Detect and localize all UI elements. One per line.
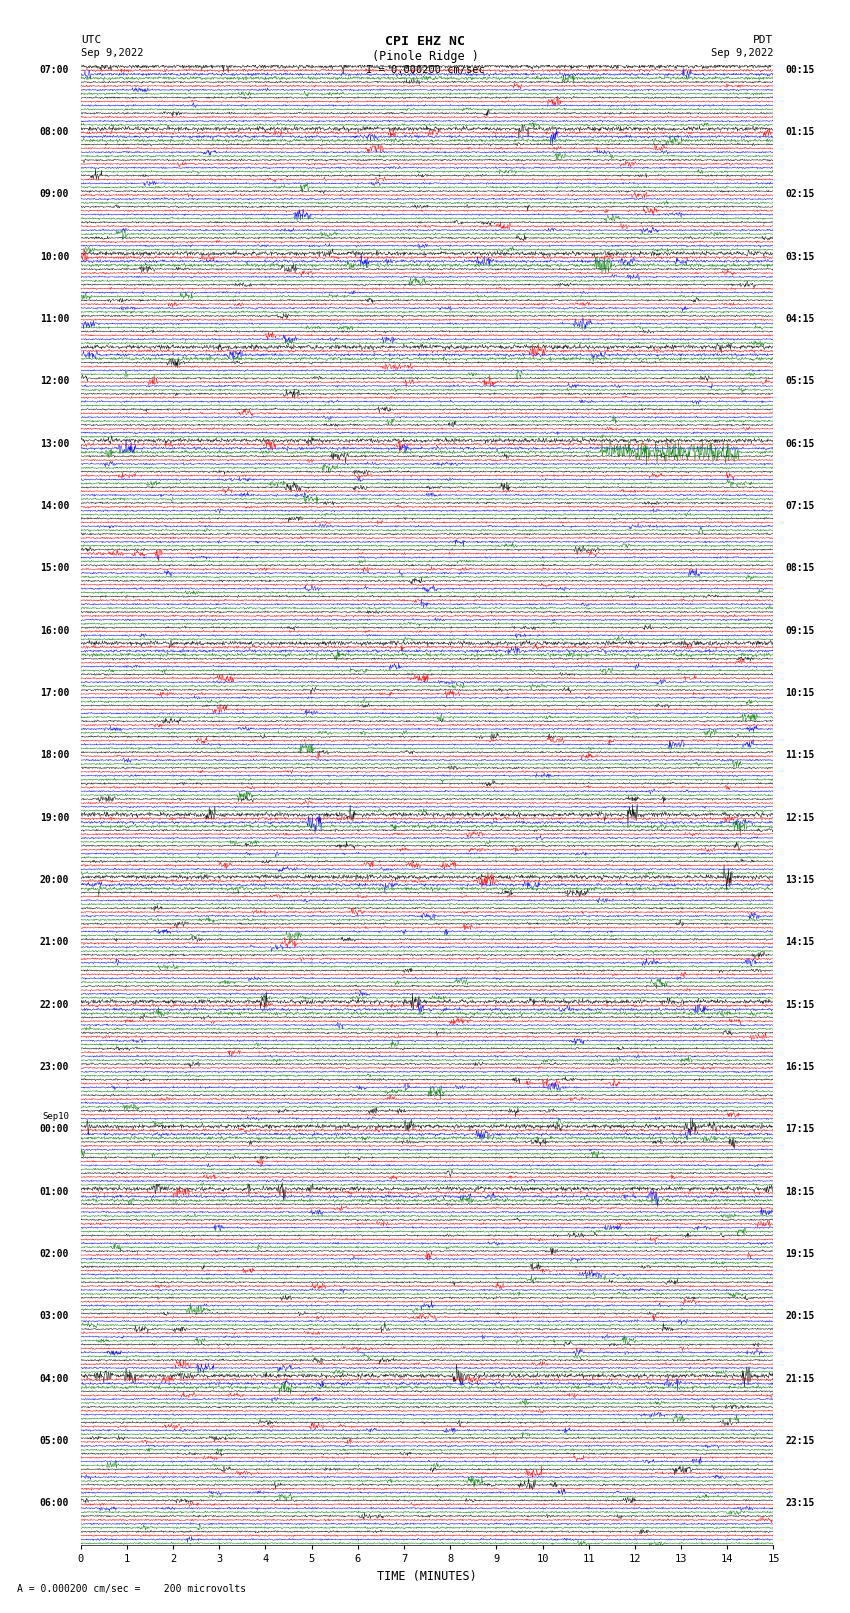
Text: 05:15: 05:15 xyxy=(785,376,814,386)
Text: 10:15: 10:15 xyxy=(785,689,814,698)
Text: 13:15: 13:15 xyxy=(785,874,814,886)
Text: I = 0.000200 cm/sec: I = 0.000200 cm/sec xyxy=(366,65,484,74)
Text: Sep 9,2022: Sep 9,2022 xyxy=(711,48,774,58)
Text: 16:15: 16:15 xyxy=(785,1061,814,1073)
Text: 14:00: 14:00 xyxy=(40,502,69,511)
Text: 05:00: 05:00 xyxy=(40,1436,69,1447)
Text: 18:00: 18:00 xyxy=(40,750,69,760)
Text: A = 0.000200 cm/sec =    200 microvolts: A = 0.000200 cm/sec = 200 microvolts xyxy=(17,1584,246,1594)
Text: 08:15: 08:15 xyxy=(785,563,814,573)
Text: 00:15: 00:15 xyxy=(785,65,814,74)
Text: 09:15: 09:15 xyxy=(785,626,814,636)
Text: 12:00: 12:00 xyxy=(40,376,69,386)
Text: 09:00: 09:00 xyxy=(40,189,69,200)
Text: 19:00: 19:00 xyxy=(40,813,69,823)
Text: 22:00: 22:00 xyxy=(40,1000,69,1010)
Text: 22:15: 22:15 xyxy=(785,1436,814,1447)
Text: 16:00: 16:00 xyxy=(40,626,69,636)
Text: CPI EHZ NC: CPI EHZ NC xyxy=(385,35,465,48)
Text: 23:00: 23:00 xyxy=(40,1061,69,1073)
Text: 17:15: 17:15 xyxy=(785,1124,814,1134)
X-axis label: TIME (MINUTES): TIME (MINUTES) xyxy=(377,1569,477,1582)
Text: 07:15: 07:15 xyxy=(785,502,814,511)
Text: 02:15: 02:15 xyxy=(785,189,814,200)
Text: 03:00: 03:00 xyxy=(40,1311,69,1321)
Text: 18:15: 18:15 xyxy=(785,1187,814,1197)
Text: 10:00: 10:00 xyxy=(40,252,69,261)
Text: 06:00: 06:00 xyxy=(40,1498,69,1508)
Text: (Pinole Ridge ): (Pinole Ridge ) xyxy=(371,50,479,63)
Text: 00:00: 00:00 xyxy=(40,1124,69,1134)
Text: 21:00: 21:00 xyxy=(40,937,69,947)
Text: Sep 9,2022: Sep 9,2022 xyxy=(81,48,144,58)
Text: 07:00: 07:00 xyxy=(40,65,69,74)
Text: 11:00: 11:00 xyxy=(40,315,69,324)
Text: 02:00: 02:00 xyxy=(40,1248,69,1260)
Text: 01:15: 01:15 xyxy=(785,127,814,137)
Text: 15:00: 15:00 xyxy=(40,563,69,573)
Text: 20:00: 20:00 xyxy=(40,874,69,886)
Text: 04:00: 04:00 xyxy=(40,1374,69,1384)
Text: 17:00: 17:00 xyxy=(40,689,69,698)
Text: 20:15: 20:15 xyxy=(785,1311,814,1321)
Text: 19:15: 19:15 xyxy=(785,1248,814,1260)
Text: 23:15: 23:15 xyxy=(785,1498,814,1508)
Text: 13:00: 13:00 xyxy=(40,439,69,448)
Text: 01:00: 01:00 xyxy=(40,1187,69,1197)
Text: 03:15: 03:15 xyxy=(785,252,814,261)
Text: 06:15: 06:15 xyxy=(785,439,814,448)
Text: 12:15: 12:15 xyxy=(785,813,814,823)
Text: Sep10: Sep10 xyxy=(42,1111,69,1121)
Text: 15:15: 15:15 xyxy=(785,1000,814,1010)
Text: UTC: UTC xyxy=(81,35,101,45)
Text: 21:15: 21:15 xyxy=(785,1374,814,1384)
Text: 04:15: 04:15 xyxy=(785,315,814,324)
Text: 08:00: 08:00 xyxy=(40,127,69,137)
Text: 11:15: 11:15 xyxy=(785,750,814,760)
Text: PDT: PDT xyxy=(753,35,774,45)
Text: 14:15: 14:15 xyxy=(785,937,814,947)
